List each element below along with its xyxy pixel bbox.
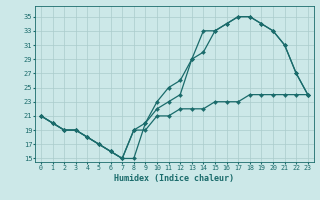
- X-axis label: Humidex (Indice chaleur): Humidex (Indice chaleur): [115, 174, 235, 183]
